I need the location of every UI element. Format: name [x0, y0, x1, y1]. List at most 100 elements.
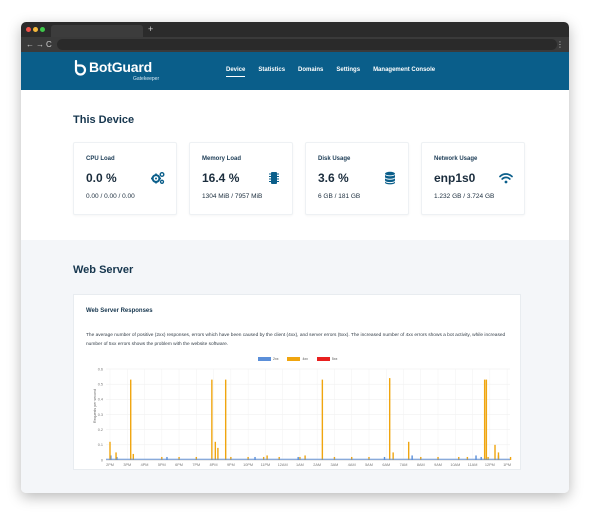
disk-usage-card: Disk Usage 3.6 % 6 GB / 181 GB — [305, 142, 409, 215]
x-tick-label: 8PM — [210, 463, 218, 467]
nav-statistics[interactable]: Statistics — [258, 67, 286, 73]
chart-legend: 2xx 4xx 5xx — [258, 357, 342, 361]
bar-4xx — [368, 456, 370, 460]
logo-subtitle: Gatekeeper — [133, 76, 160, 82]
card-subvalue: 0.00 / 0.00 / 0.00 — [86, 193, 135, 200]
close-window-icon[interactable] — [26, 27, 31, 32]
panel-description: The average number of positive (2xx) res… — [86, 333, 506, 347]
bar-2xx — [166, 456, 168, 460]
x-tick-label: 6PM — [175, 463, 183, 467]
logo-name: BotGuard — [89, 59, 152, 75]
bar-4xx — [351, 456, 353, 460]
bar-4xx — [485, 379, 488, 460]
bar-4xx — [115, 452, 117, 460]
maximize-window-icon[interactable] — [40, 27, 45, 32]
card-value: 16.4 % — [202, 171, 240, 185]
x-tick-label: 12PM — [485, 463, 495, 467]
bar-4xx — [333, 456, 336, 460]
browser-tab-bar: + — [21, 22, 569, 37]
x-tick-label: 4AM — [348, 463, 356, 467]
x-tick-label: 9AM — [434, 463, 442, 467]
wifi-icon — [499, 173, 513, 184]
nav-domains[interactable]: Domains — [298, 67, 324, 73]
legend-swatch — [287, 357, 301, 361]
nav-device[interactable]: Device — [226, 67, 246, 77]
bar-4xx — [299, 456, 301, 460]
bar-4xx — [494, 444, 496, 460]
bar-4xx — [509, 456, 512, 460]
x-tick-label: 5PM — [158, 463, 166, 467]
bar-4xx — [217, 447, 219, 460]
bar-4xx — [230, 456, 232, 460]
x-tick-label: 10PM — [243, 463, 253, 467]
card-label: CPU Load — [86, 156, 115, 162]
back-button[interactable]: ← — [26, 40, 34, 49]
bar-4xx — [214, 441, 217, 460]
x-tick-label: 3AM — [331, 463, 339, 467]
device-section-title: This Device — [73, 114, 135, 126]
bar-2xx — [411, 455, 413, 460]
reload-button[interactable]: C — [46, 40, 52, 49]
browser-menu-button[interactable]: ⋮ — [556, 40, 564, 49]
bar-4xx — [321, 379, 324, 460]
y-tick-label: 0.5 — [98, 382, 103, 386]
x-tick-label: 4PM — [141, 463, 149, 467]
bar-4xx — [247, 456, 249, 460]
legend-label: 2xx — [273, 357, 279, 361]
y-tick-label: 0.6 — [98, 367, 103, 371]
x-tick-label: 3PM — [123, 463, 131, 467]
legend-item-4xx[interactable]: 4xx — [287, 357, 308, 361]
bar-4xx — [262, 456, 265, 460]
legend-item-2xx[interactable]: 2xx — [258, 357, 278, 361]
bar-4xx — [132, 453, 135, 460]
card-subvalue: 6 GB / 181 GB — [318, 193, 361, 200]
y-tick-label: 0.2 — [98, 428, 103, 432]
cpu-load-card: CPU Load 0.0 % 0.00 / 0.00 / 0.00 — [73, 142, 177, 215]
bar-4xx — [487, 456, 489, 460]
legend-item-5xx[interactable]: 5xx — [316, 357, 338, 361]
y-tick-label: 0.1 — [98, 443, 103, 447]
x-tick-label: 2PM — [106, 463, 114, 467]
web-server-section-title: Web Server — [73, 264, 134, 276]
panel-title: Web Server Responses — [86, 308, 153, 314]
legend-swatch — [316, 357, 330, 361]
bar-4xx — [211, 379, 213, 460]
bar-4xx — [388, 378, 391, 460]
network-usage-card: Network Usage enp1s0 1.232 GB / 3.724 GB — [421, 142, 525, 215]
card-value: enp1s0 — [434, 171, 476, 185]
y-tick-label: 0.4 — [98, 398, 103, 402]
card-label: Disk Usage — [318, 156, 351, 162]
bar-4xx — [278, 456, 280, 460]
main-nav: Device Statistics Domains Settings Manag… — [226, 67, 448, 77]
card-value: 3.6 % — [318, 171, 349, 185]
bar-4xx — [407, 441, 410, 460]
responses-chart: Requests per second 0 0.1 0.2 0.3 0.4 0.5 0.6 2… — [93, 367, 512, 467]
url-input[interactable] — [57, 39, 557, 50]
bar-2xx — [297, 456, 299, 460]
bar-4xx — [304, 455, 306, 460]
bar-4xx — [420, 456, 422, 460]
x-tick-label: 1PM — [503, 463, 511, 467]
x-tick-label: 6AM — [382, 463, 390, 467]
browser-tab[interactable] — [51, 25, 143, 37]
legend-swatch — [258, 357, 271, 361]
new-tab-button[interactable]: + — [148, 24, 154, 34]
forward-button[interactable]: → — [36, 40, 44, 49]
y-tick-label: 0.3 — [98, 413, 103, 417]
legend-label: 4xx — [302, 357, 308, 361]
memory-load-card: Memory Load 16.4 % 1304 MiB / 7957 MiB — [189, 142, 293, 215]
y-tick-label: 0 — [101, 458, 103, 462]
bar-4xx — [437, 456, 439, 460]
bar-4xx — [392, 452, 394, 460]
web-server-responses-panel: Web Server Responses The average number … — [73, 294, 521, 470]
botguard-logo-icon — [74, 60, 87, 76]
nav-settings[interactable]: Settings — [336, 67, 361, 73]
app-header: BotGuard Gatekeeper Device Statistics Do… — [21, 52, 569, 90]
x-tick-label: 8AM — [417, 463, 425, 467]
minimize-window-icon[interactable] — [33, 27, 38, 32]
x-tick-label: 2AM — [313, 463, 321, 467]
nav-management-console[interactable]: Management Console — [373, 67, 436, 73]
x-tick-label: 7AM — [400, 463, 408, 467]
database-icon — [385, 171, 395, 185]
legend-label: 5xx — [331, 357, 338, 361]
